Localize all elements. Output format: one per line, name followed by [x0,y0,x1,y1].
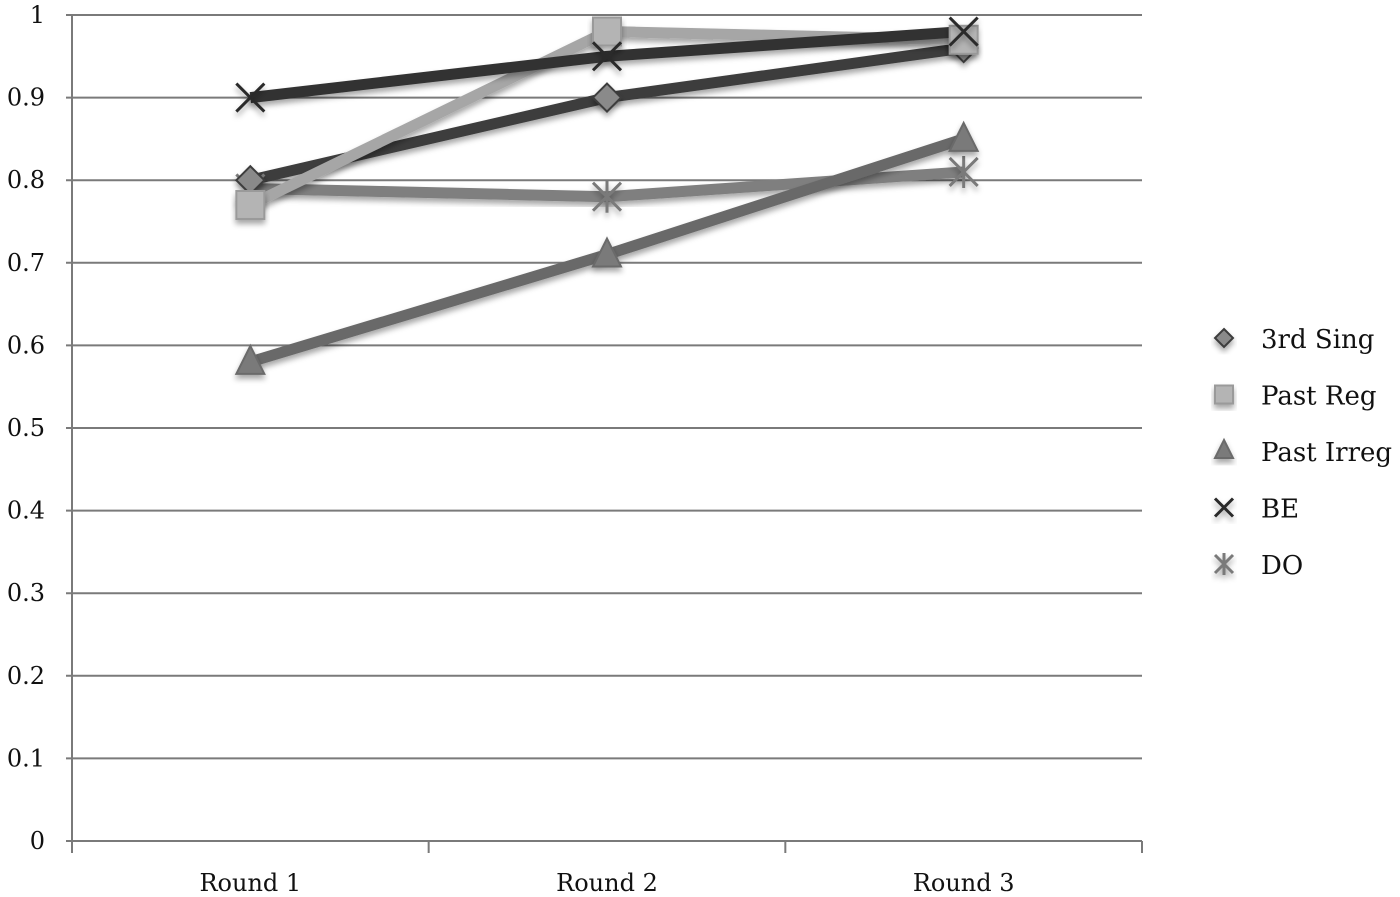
y-tick-label: 0.1 [7,744,45,772]
legend-label: DO [1261,551,1303,581]
legend-label: BE [1261,495,1299,525]
star-marker [591,180,623,213]
legend-item: Past Reg [1187,382,1377,412]
y-tick-label: 0.7 [7,249,45,277]
y-tick-label: 0.8 [7,166,45,194]
square-marker [235,189,266,220]
x-marker [591,41,623,72]
triangle-marker [1213,437,1235,459]
x-tick-label: Round 2 [556,869,658,897]
legend-label: 3rd Sing [1261,325,1374,355]
legend-item: 3rd Sing [1187,325,1374,355]
series-3rd-sing [249,42,965,186]
triangle-marker [234,343,266,375]
star-marker [1213,553,1235,575]
gridlines [66,14,1142,842]
square-marker [592,16,622,47]
series-lines [234,16,980,375]
x-marker [235,82,266,113]
square-marker [1214,384,1234,405]
triangle-marker [591,236,623,268]
legend-item: Past Irreg [1187,437,1392,468]
star-marker [948,155,979,188]
y-axis: 0 0.1 0.2 0.3 0.4 0.5 0.6 0.7 0.8 0.9 1 [7,1,73,855]
legend-item: DO [1187,551,1303,581]
y-tick-label: 0 [30,827,45,855]
x-tick-label: Round 3 [913,869,1015,897]
y-tick-label: 0.4 [7,497,45,525]
x-axis: Round 1 Round 2 Round 3 [71,840,1143,897]
series-line [249,42,965,186]
legend: 3rd Sing Past Reg Past Irreg BE DO [1187,325,1392,581]
legend-item: BE [1187,495,1299,525]
x-marker [1213,497,1235,518]
x-marker [948,16,979,47]
y-tick-label: 0.3 [7,579,45,607]
diamond-marker [1213,327,1235,349]
legend-label: Past Reg [1261,382,1377,412]
y-tick-label: 1 [30,1,45,29]
y-tick-label: 0.5 [7,414,45,442]
y-tick-label: 0.2 [7,662,45,690]
x-tick-label: Round 1 [199,869,301,897]
y-tick-label: 0.6 [7,331,45,359]
y-tick-label: 0.9 [7,84,45,112]
legend-label: Past Irreg [1261,438,1392,468]
diamond-marker [591,82,623,114]
triangle-marker [948,120,980,152]
